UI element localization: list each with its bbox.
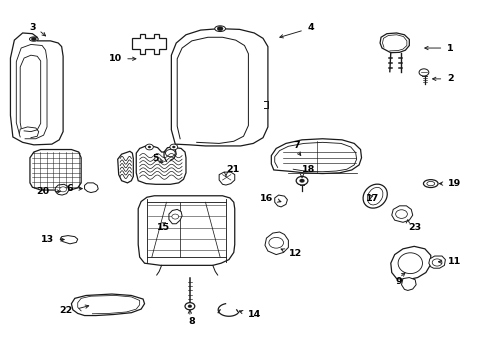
Text: 21: 21 [225, 166, 239, 175]
Circle shape [395, 210, 407, 219]
Polygon shape [60, 235, 78, 244]
Ellipse shape [423, 180, 437, 188]
Text: 22: 22 [60, 306, 73, 315]
Text: 1: 1 [446, 44, 452, 53]
Text: 12: 12 [289, 249, 302, 258]
Polygon shape [391, 206, 412, 222]
Circle shape [172, 146, 175, 148]
Polygon shape [264, 232, 288, 255]
Ellipse shape [426, 181, 434, 186]
Polygon shape [55, 184, 69, 195]
Circle shape [169, 144, 177, 150]
Ellipse shape [366, 187, 382, 205]
Text: 5: 5 [152, 154, 158, 163]
Text: 6: 6 [66, 184, 73, 193]
Circle shape [145, 144, 153, 150]
Polygon shape [118, 151, 133, 183]
Circle shape [431, 259, 441, 266]
Text: 14: 14 [248, 310, 261, 319]
Ellipse shape [214, 26, 225, 32]
Polygon shape [138, 196, 234, 265]
Circle shape [217, 27, 223, 31]
Circle shape [148, 146, 151, 148]
Text: 18: 18 [302, 166, 315, 175]
Circle shape [31, 37, 36, 41]
Circle shape [184, 303, 194, 310]
Ellipse shape [363, 184, 386, 208]
Circle shape [187, 305, 191, 308]
Text: 20: 20 [36, 187, 49, 196]
Polygon shape [428, 256, 445, 268]
Polygon shape [30, 149, 81, 190]
Circle shape [171, 214, 178, 219]
Text: 4: 4 [307, 23, 314, 32]
Text: 7: 7 [293, 141, 299, 150]
Polygon shape [171, 29, 267, 146]
Circle shape [60, 187, 66, 192]
Text: 19: 19 [447, 179, 461, 188]
Circle shape [299, 179, 304, 183]
Ellipse shape [29, 37, 38, 41]
Circle shape [268, 237, 283, 248]
Circle shape [418, 69, 428, 76]
Text: 8: 8 [188, 317, 195, 326]
Text: 16: 16 [259, 194, 272, 203]
Polygon shape [274, 195, 287, 207]
Text: 3: 3 [29, 23, 36, 32]
Ellipse shape [397, 253, 422, 274]
Polygon shape [84, 183, 98, 193]
Text: 17: 17 [365, 194, 378, 203]
Text: 11: 11 [447, 257, 461, 266]
Text: 13: 13 [41, 235, 54, 244]
Polygon shape [71, 294, 144, 316]
Polygon shape [379, 33, 408, 53]
Polygon shape [132, 34, 166, 54]
Polygon shape [390, 246, 430, 280]
Polygon shape [401, 278, 415, 291]
Polygon shape [136, 146, 185, 184]
Polygon shape [168, 210, 182, 224]
Circle shape [165, 149, 175, 157]
Polygon shape [271, 139, 361, 174]
Circle shape [296, 176, 307, 185]
Text: 15: 15 [157, 223, 169, 232]
Polygon shape [219, 172, 234, 185]
Text: 2: 2 [446, 75, 452, 84]
Text: 23: 23 [407, 223, 420, 232]
Text: 9: 9 [395, 276, 402, 285]
Polygon shape [10, 33, 63, 145]
Text: 10: 10 [108, 54, 122, 63]
